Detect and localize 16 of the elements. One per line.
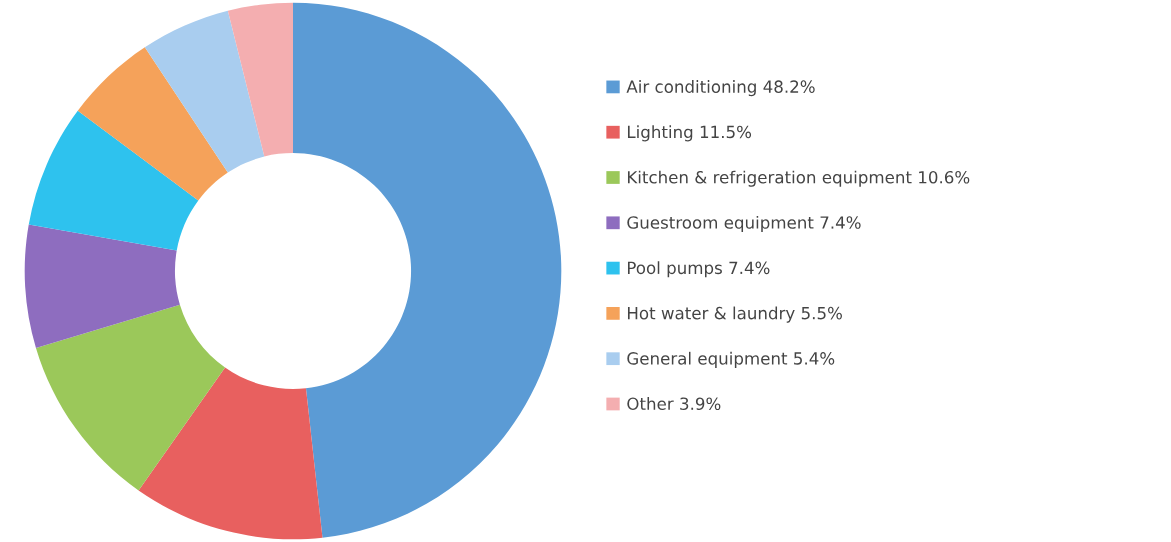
legend-label: Other 3.9% — [627, 397, 721, 411]
donut-slice — [138, 367, 323, 540]
donut-slice — [293, 2, 562, 538]
donut-slice — [77, 47, 228, 201]
legend-label: Pool pumps 7.4% — [627, 261, 770, 278]
legend-label: Kitchen & refrigeration equipment 10.6% — [627, 170, 970, 187]
legend-label: Guestroom equipment 7.4% — [627, 215, 861, 233]
legend-label: Lighting 11.5% — [627, 125, 752, 142]
legend-label: Air conditioning 48.2% — [626, 80, 815, 97]
donut-slice — [28, 110, 199, 251]
donut-slice — [35, 304, 226, 491]
legend-label: General equipment 5.4% — [627, 351, 835, 368]
donut-slice — [227, 2, 293, 157]
legend-label: Hot water & laundry 5.5% — [627, 306, 842, 323]
donut-slice — [144, 10, 265, 173]
donut-slice — [24, 224, 180, 348]
